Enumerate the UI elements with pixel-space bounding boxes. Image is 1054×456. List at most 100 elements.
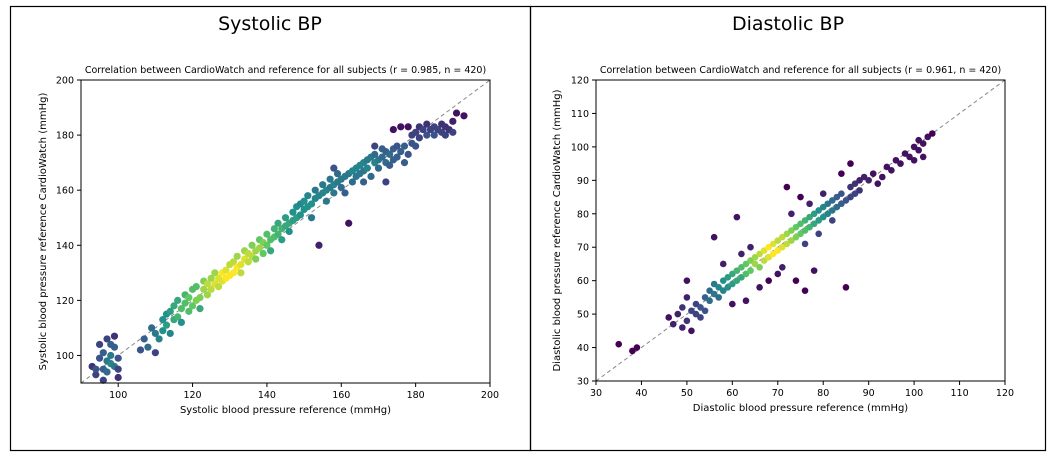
data-point [928,130,936,137]
data-point [449,117,457,125]
left-panel-title: Systolic BP [218,13,322,35]
data-point [252,255,260,263]
data-point [779,263,786,271]
y-tick-label: 50 [577,310,589,321]
data-point [363,164,371,172]
data-point [99,349,107,357]
systolic-points [88,109,468,384]
data-point [378,153,386,161]
x-tick-label: 110 [950,388,968,399]
data-point [196,305,204,313]
y-tick-label: 30 [577,377,589,388]
data-point [174,313,182,321]
data-point [815,217,822,224]
data-point [692,300,700,308]
data-point [788,227,795,234]
data-point [729,270,736,278]
data-point [326,175,334,183]
data-point [386,161,394,169]
data-point [185,307,193,315]
data-point [829,217,836,224]
data-point [824,210,832,218]
data-point [400,142,409,150]
data-point [779,243,786,251]
data-point [244,258,252,266]
data-point [733,277,741,284]
data-point [819,203,827,211]
data-point [879,173,886,181]
data-point [341,189,349,197]
data-point [665,314,673,321]
data-point [910,156,918,164]
data-point [95,340,104,349]
data-point [430,131,438,139]
diastolic-axes-frame [595,79,1006,382]
data-point [177,305,185,313]
data-point [162,321,171,329]
x-tick-label: 100 [109,390,127,401]
data-point [207,274,215,282]
diastolic-y-axis-label: Diastolic blood pressure reference Cardi… [552,89,563,371]
data-point [697,314,704,321]
y-tick-label: 70 [577,243,589,254]
y-tick-label: 100 [571,142,589,153]
data-point [304,192,312,200]
data-point [751,260,759,268]
data-point [248,241,256,249]
data-point [797,230,804,238]
data-point [259,249,267,258]
data-point [679,304,686,311]
systolic-axes-frame [80,79,491,384]
data-point [788,210,795,218]
data-point [719,260,727,268]
data-point [747,267,754,274]
systolic-plot-title: Correlation between CardioWatch and refe… [85,65,486,76]
y-tick-label: 60 [577,276,589,287]
data-point [296,211,304,219]
data-point [374,164,383,172]
data-point [897,160,904,167]
data-point [92,365,100,373]
data-point [815,207,822,214]
data-point [738,274,745,281]
data-point [856,177,863,184]
data-point [151,349,159,357]
data-point [874,180,882,187]
y-tick-label: 90 [577,176,589,187]
data-point [144,343,152,351]
data-point [747,243,754,251]
data-point [371,150,379,158]
data-point [819,190,827,198]
data-point [756,263,763,271]
data-point [307,200,316,208]
data-point [400,159,409,167]
y-tick-label: 160 [56,186,74,197]
x-tick-label: 30 [590,388,602,399]
data-point [760,247,768,254]
data-point [924,133,932,141]
data-point [733,213,741,221]
data-point [255,244,264,252]
data-point [449,128,457,136]
data-point [196,294,204,302]
data-point [756,284,763,291]
data-point [274,230,282,238]
data-point [733,267,741,274]
data-point [851,190,859,198]
data-point [719,287,727,295]
data-point [633,344,641,351]
data-point [345,219,353,227]
data-point [333,170,342,178]
data-point [263,241,271,249]
data-point [683,294,691,301]
data-point [229,269,238,277]
x-tick-label: 140 [258,390,276,401]
data-point [207,285,215,293]
y-tick-label: 140 [56,241,74,252]
data-point [389,125,397,134]
data-point [719,277,727,284]
data-point [337,183,345,192]
data-point [860,173,868,181]
data-point [738,263,745,271]
